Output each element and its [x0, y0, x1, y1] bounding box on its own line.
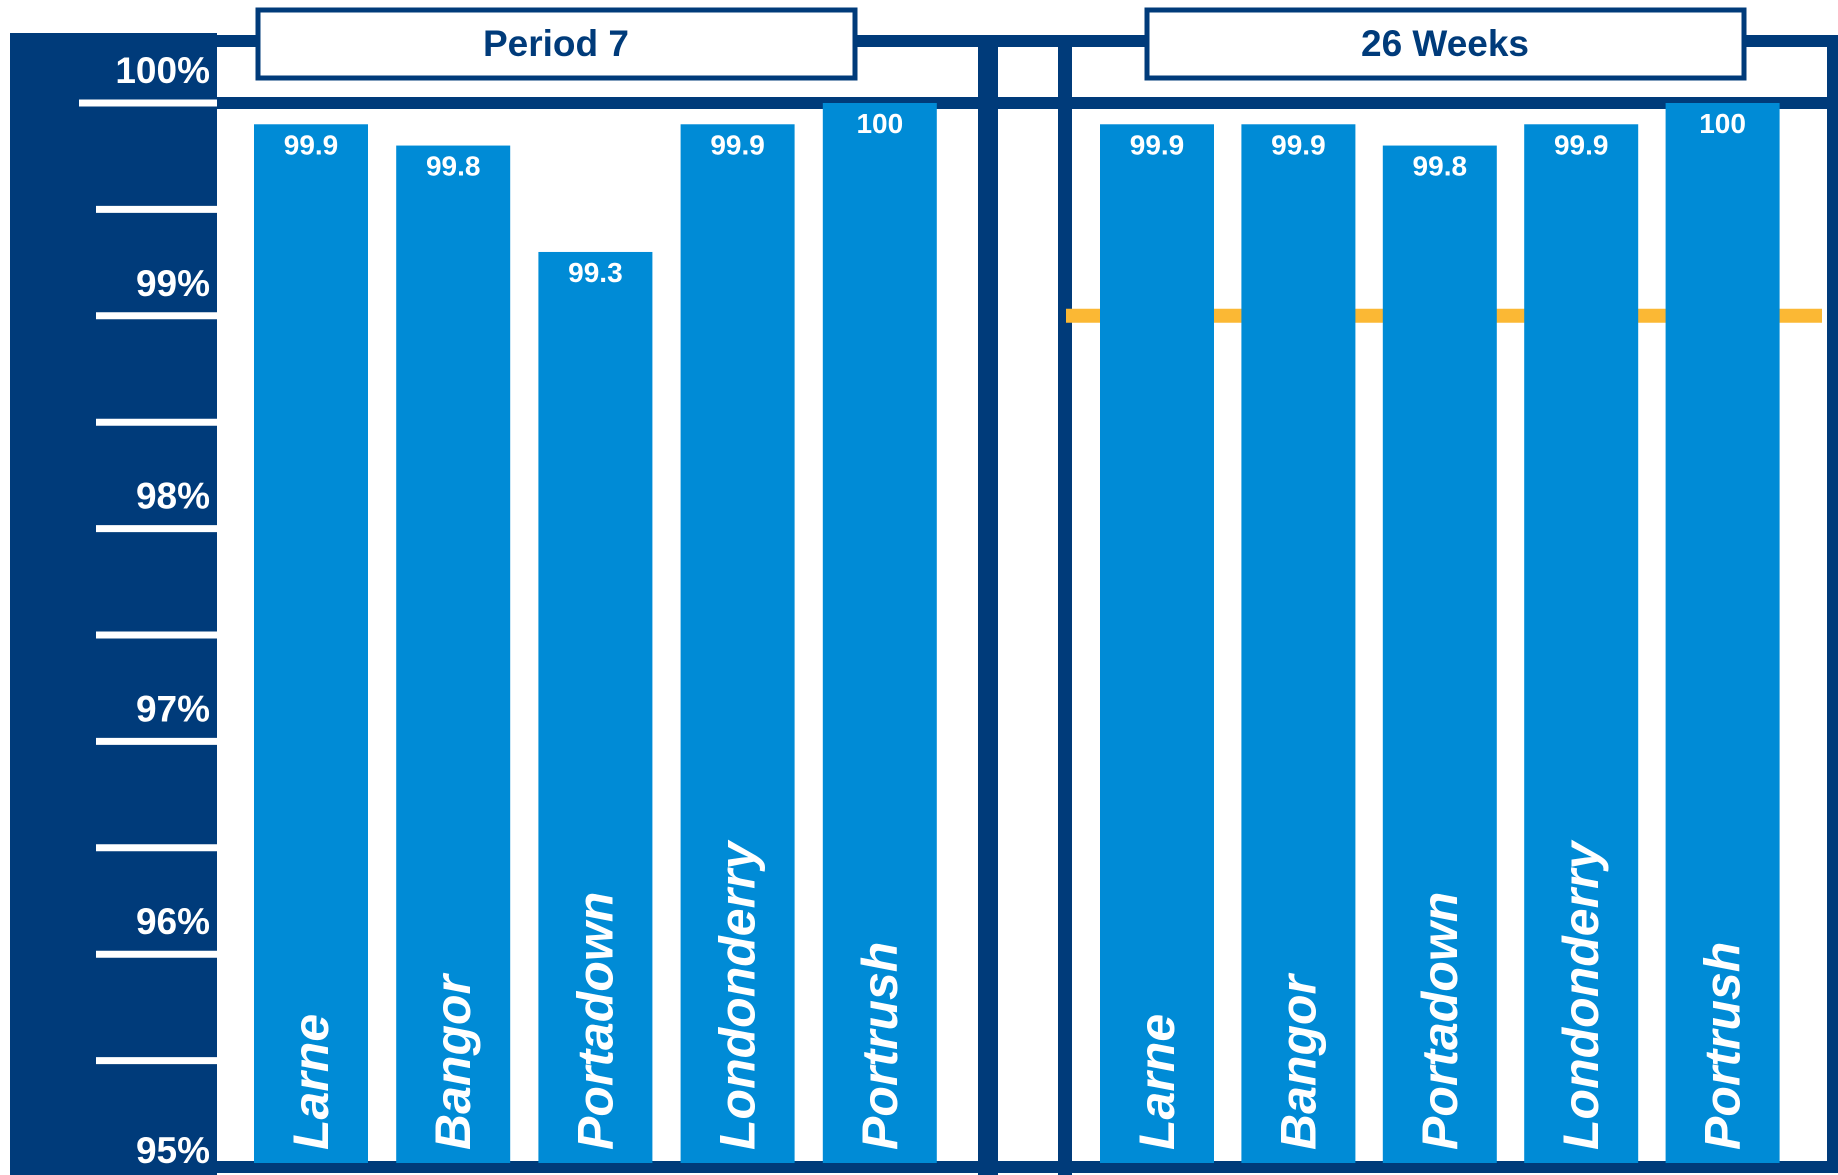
- bar-value-label: 99.9: [1554, 129, 1609, 160]
- category-label: Londonderry: [710, 839, 766, 1150]
- y-tick-label: 99%: [136, 263, 210, 304]
- bar: [1241, 124, 1356, 1163]
- category-label: Bangor: [1270, 972, 1326, 1150]
- bar-value-label: 99.9: [1130, 129, 1185, 160]
- panel-title-period-7: Period 7: [483, 23, 629, 64]
- bar: [680, 124, 795, 1163]
- bar-value-label: 99.9: [284, 129, 339, 160]
- y-tick-label: 97%: [136, 688, 210, 729]
- bar: [1382, 145, 1497, 1163]
- bar-value-label: 99.8: [426, 151, 481, 182]
- bar-value-label: 100: [1699, 108, 1746, 139]
- bar: [1524, 124, 1639, 1163]
- panel-title-26-weeks: 26 Weeks: [1361, 23, 1529, 64]
- bar: [538, 251, 653, 1163]
- bar-value-label: 99.9: [1271, 129, 1326, 160]
- y-tick-label: 98%: [136, 476, 210, 517]
- category-label: Portrush: [1695, 942, 1751, 1150]
- bar: [1100, 124, 1214, 1163]
- y-tick-label: 96%: [136, 901, 210, 942]
- category-label: Portrush: [852, 942, 908, 1150]
- panel-separator: [1058, 41, 1072, 1175]
- y-axis-band: [10, 33, 217, 1175]
- y-tick-label: 95%: [136, 1130, 210, 1171]
- category-label: Bangor: [425, 972, 481, 1150]
- bar: [254, 124, 368, 1163]
- bar-value-label: 100: [856, 108, 903, 139]
- bar: [396, 145, 511, 1163]
- y-tick-label: 100%: [115, 50, 210, 91]
- panel-2: 99.9 Larne 99.9 Bangor 99.8 Portadown 99.9 Lond…: [1066, 103, 1822, 1163]
- bar-value-label: 99.3: [568, 257, 623, 288]
- category-label: Londonderry: [1553, 839, 1609, 1150]
- panel-title-box: [1144, 7, 1747, 81]
- bar: [1665, 103, 1780, 1163]
- category-label: Portadown: [567, 892, 623, 1150]
- category-label: Larne: [1129, 1014, 1185, 1150]
- bar-value-label: 99.8: [1413, 151, 1468, 182]
- category-label: Portadown: [1412, 892, 1468, 1150]
- panel-separator: [978, 41, 998, 1175]
- bar: [822, 103, 937, 1163]
- bar-value-label: 99.9: [710, 129, 765, 160]
- panel-title-box: [255, 7, 858, 81]
- category-label: Larne: [283, 1014, 339, 1150]
- panel-1: 99.9 Larne 99.8 Bangor 99.3 Portadown 99.9 Lond…: [254, 103, 937, 1163]
